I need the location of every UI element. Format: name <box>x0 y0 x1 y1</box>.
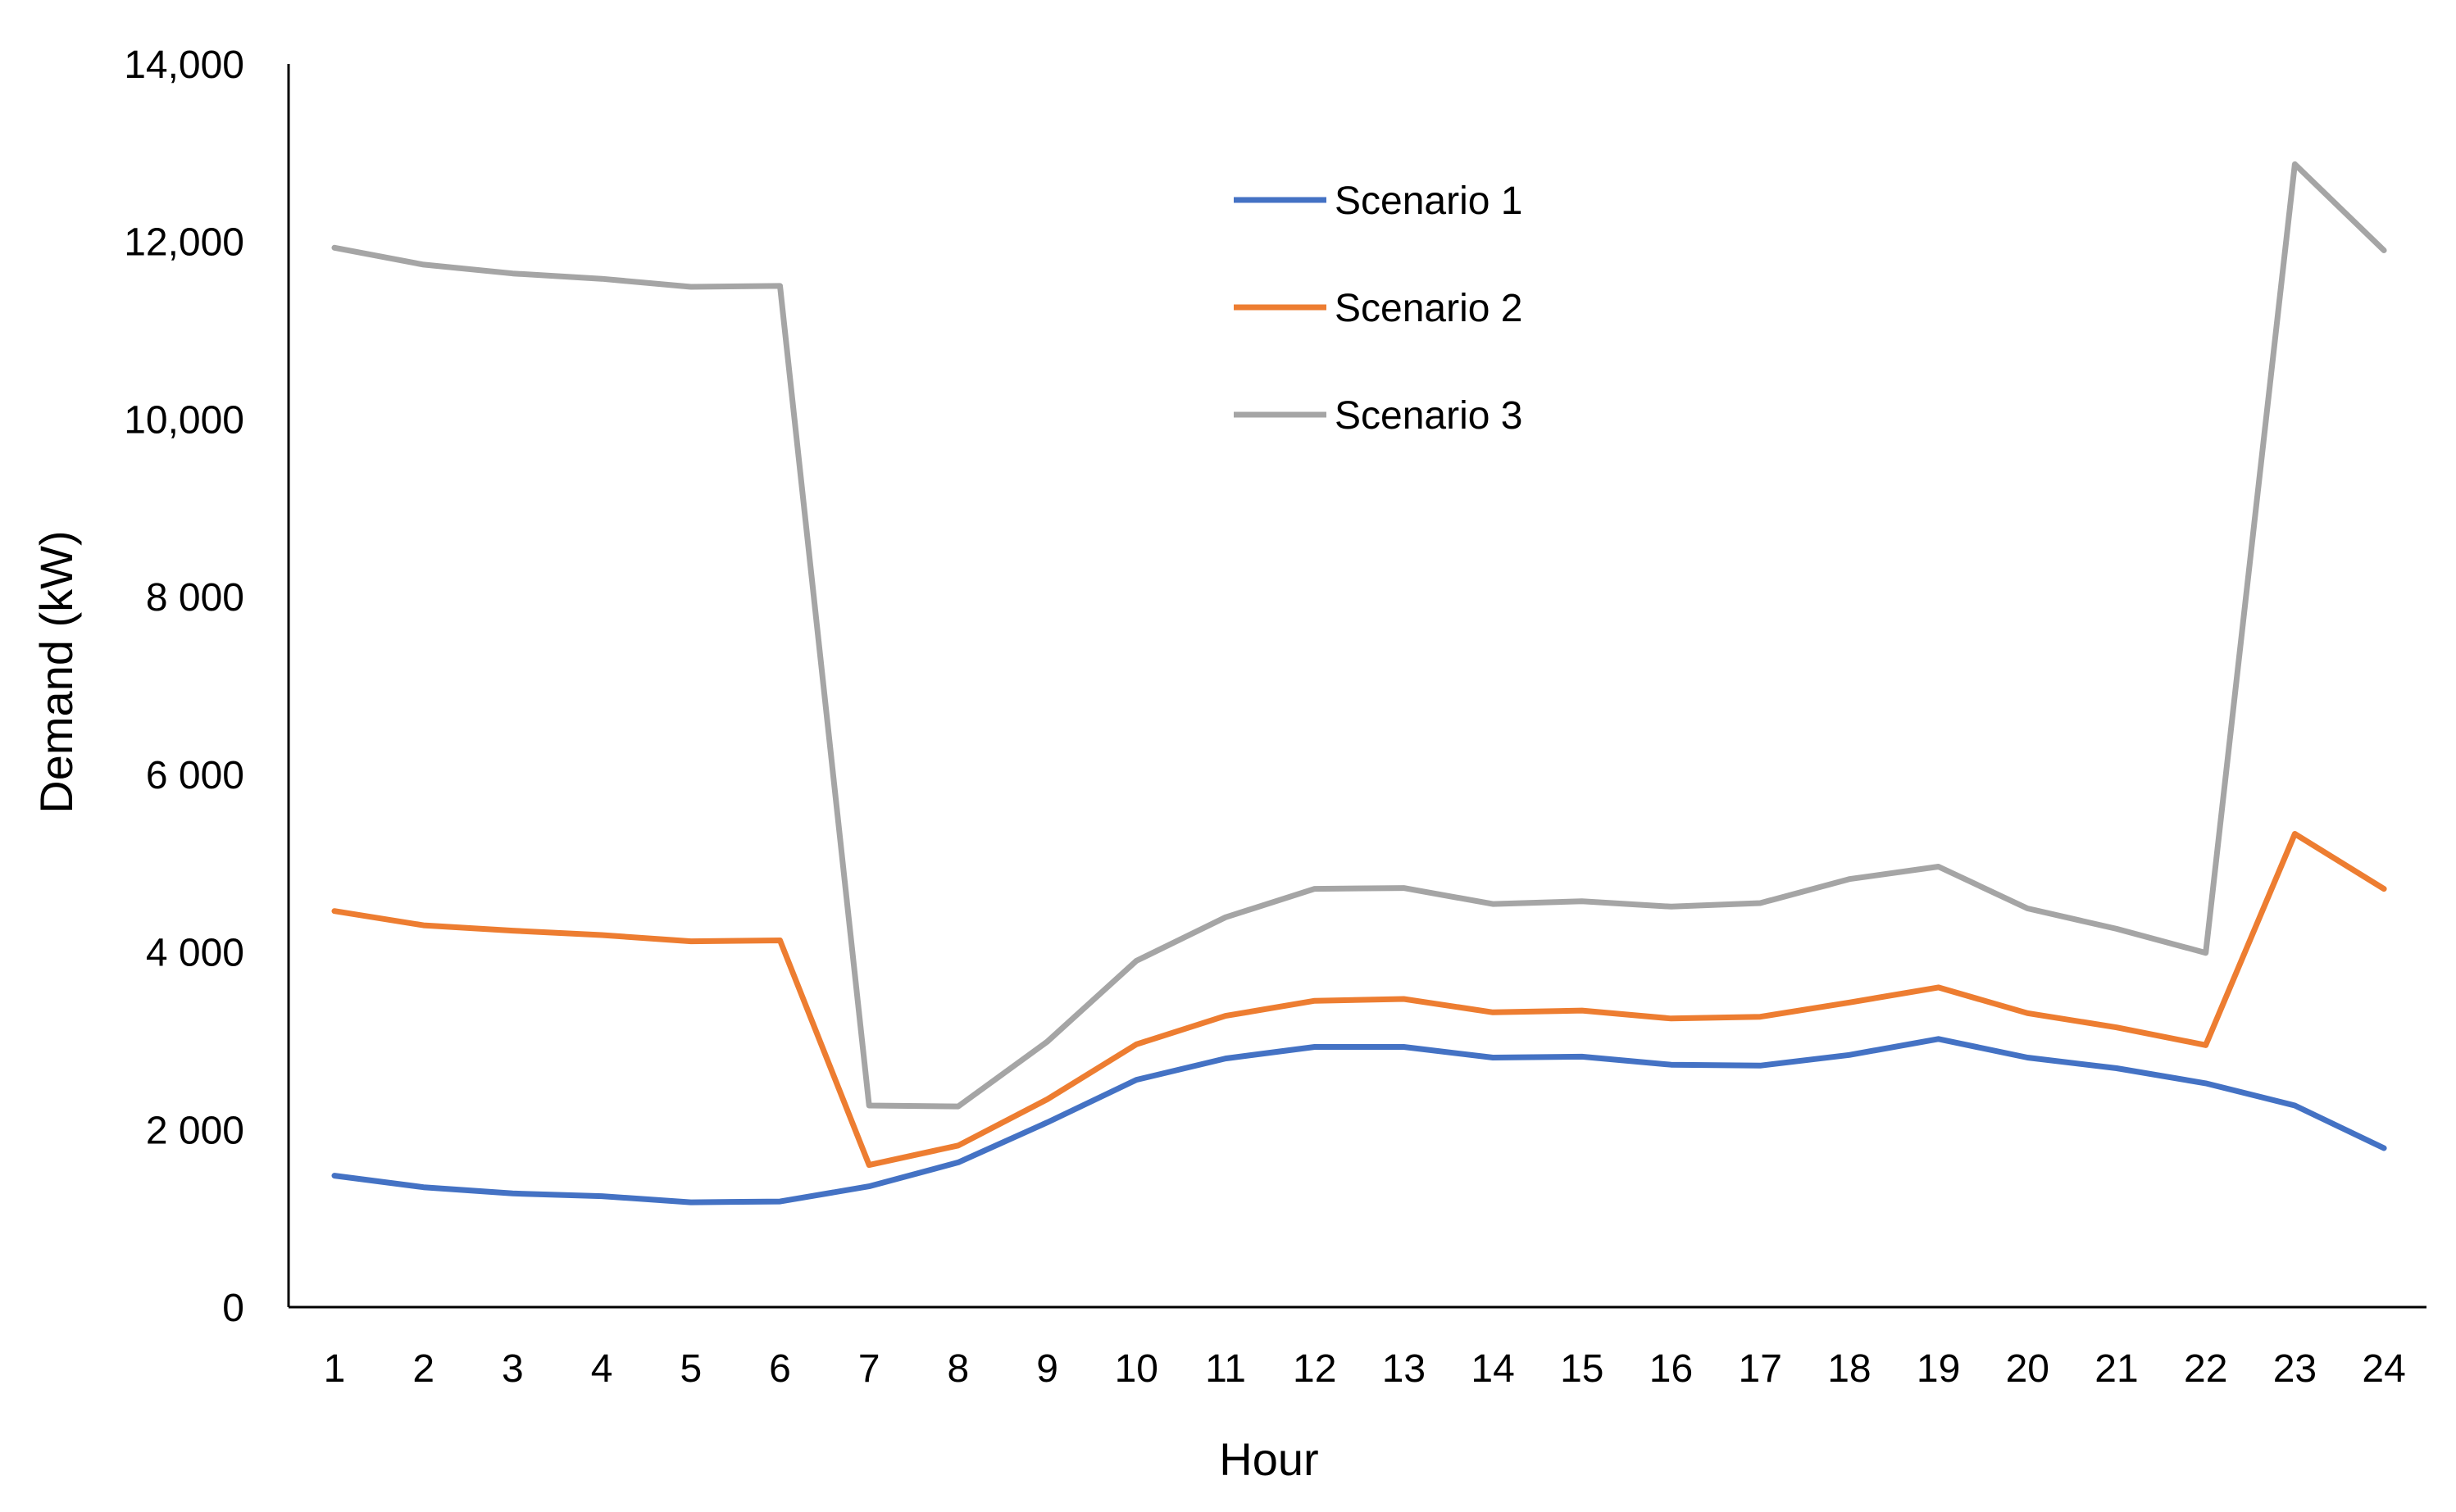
y-tick-label: 2 000 <box>146 1109 244 1152</box>
y-tick-labels: 0 2 000 4 000 6 000 8 000 10,000 12,000 14,000 <box>124 43 244 1330</box>
x-tick-label: 22 <box>2184 1347 2227 1391</box>
x-tick-label: 23 <box>2273 1347 2317 1391</box>
x-tick-label: 12 <box>1293 1347 1336 1391</box>
y-tick-label: 4 000 <box>146 932 244 975</box>
y-tick-label: 6 000 <box>146 754 244 797</box>
x-tick-label: 18 <box>1827 1347 1871 1391</box>
y-tick-label: 12,000 <box>124 221 244 265</box>
y-tick-label: 10,000 <box>124 398 244 442</box>
y-tick-label: 8 000 <box>146 576 244 620</box>
x-tick-label: 11 <box>1205 1347 1246 1391</box>
x-tick-label: 6 <box>769 1347 791 1391</box>
x-tick-label: 1 <box>324 1347 346 1391</box>
x-tick-label: 13 <box>1382 1347 1426 1391</box>
series-line-2 <box>331 831 2387 1169</box>
x-tick-label: 4 <box>591 1347 613 1391</box>
x-tick-label: 17 <box>1739 1347 1782 1391</box>
series-line-3 <box>331 161 2387 1110</box>
x-tick-label: 8 <box>948 1347 970 1391</box>
x-tick-labels: 1 2 3 4 5 6 7 8 9 10 11 12 13 14 15 16 17 18 19 20 21 22 23 24 <box>324 1347 2406 1391</box>
x-tick-label: 10 <box>1115 1347 1158 1391</box>
legend-label-3: Scenario 3 <box>1335 394 1522 438</box>
axes <box>287 64 2426 1309</box>
x-tick-label: 7 <box>858 1347 880 1391</box>
y-tick-label: 0 <box>222 1287 244 1330</box>
y-axis-title: Demand (kW) <box>30 530 82 813</box>
x-tick-label: 14 <box>1471 1347 1514 1391</box>
x-tick-label: 5 <box>680 1347 702 1391</box>
x-tick-label: 19 <box>1917 1347 1960 1391</box>
y-tick-label: 14,000 <box>124 43 244 87</box>
x-tick-label: 21 <box>2094 1347 2138 1391</box>
x-tick-label: 3 <box>502 1347 524 1391</box>
x-tick-label: 15 <box>1560 1347 1603 1391</box>
x-tick-label: 9 <box>1036 1347 1058 1391</box>
x-axis-title: Hour <box>1219 1433 1318 1485</box>
x-tick-label: 24 <box>2362 1347 2405 1391</box>
series-lines <box>331 161 2387 1206</box>
series-line-1 <box>331 1036 2387 1206</box>
legend-label-1: Scenario 1 <box>1335 179 1522 223</box>
x-tick-label: 16 <box>1649 1347 1693 1391</box>
legend: Scenario 1 Scenario 2 Scenario 3 <box>1234 179 1522 438</box>
x-tick-label: 2 <box>412 1347 434 1391</box>
legend-label-2: Scenario 2 <box>1335 287 1522 330</box>
x-tick-label: 20 <box>2006 1347 2049 1391</box>
